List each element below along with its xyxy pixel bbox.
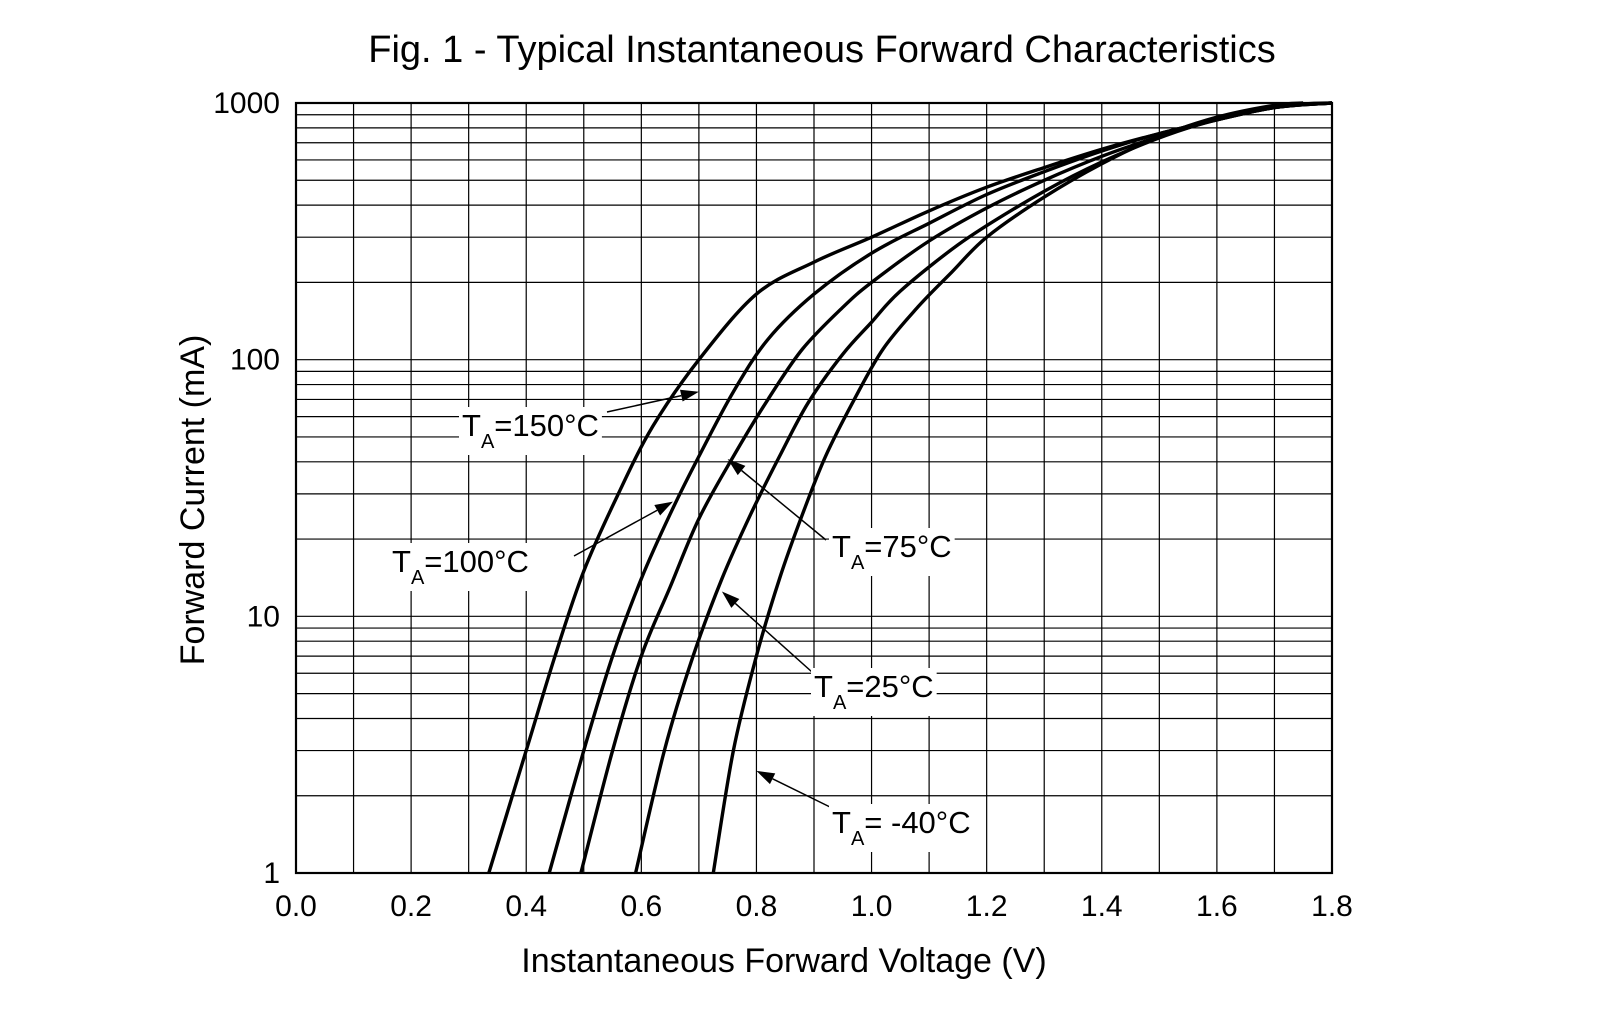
x-tick-label: 1.4 <box>1081 890 1123 923</box>
x-tick-label: 0.8 <box>736 890 778 923</box>
grid <box>296 102 1332 873</box>
y-tick-label: 1000 <box>213 87 280 120</box>
x-tick-label: 0.4 <box>505 890 547 923</box>
annotation-arrowhead <box>721 591 740 608</box>
annotation-label: TA=100°C <box>392 544 529 589</box>
annotation-label: TA=150°C <box>462 408 599 453</box>
annotation-label-background <box>829 528 955 576</box>
annotation-leader <box>573 509 658 557</box>
x-tick-label: 1.8 <box>1311 890 1353 923</box>
annotation-leader <box>734 602 813 673</box>
curves <box>487 101 1333 874</box>
y-tick-label: 1 <box>263 857 280 890</box>
x-ticks: 0.0 0.2 0.4 0.6 0.8 1.0 1.2 1.4 1.6 1.8 <box>275 890 1353 923</box>
x-tick-label: 0.6 <box>620 890 662 923</box>
annotation-label-background <box>811 668 937 716</box>
curve-series <box>579 101 1333 874</box>
curve-series <box>711 101 1304 874</box>
x-axis-label: Instantaneous Forward Voltage (V) <box>521 942 1046 980</box>
annotation-label: TA=25°C <box>814 669 934 714</box>
curve-series <box>547 101 1333 874</box>
annotation-arrowhead <box>756 770 776 785</box>
x-tick-label: 0.2 <box>390 890 432 923</box>
y-axis-label: Forward Current (mA) <box>174 335 212 666</box>
annotation-label: TA= -40°C <box>832 805 971 850</box>
curve-series <box>633 101 1333 874</box>
annotation-label-background <box>459 407 602 455</box>
annotations: TA=150°C TA=100°C TA=75°C TA=25°C TA= -40°C <box>389 389 974 852</box>
y-tick-label: 10 <box>247 600 280 633</box>
annotation-leader <box>741 469 827 541</box>
annotation-arrowhead <box>727 459 746 476</box>
annotation-arrowhead <box>680 389 699 402</box>
chart-title: Fig. 1 - Typical Instantaneous Forward C… <box>368 29 1275 71</box>
y-tick-label: 100 <box>230 344 280 377</box>
annotation-leader <box>772 778 831 808</box>
x-tick-label: 1.2 <box>966 890 1008 923</box>
annotation-label: TA=75°C <box>832 529 952 574</box>
x-tick-label: 1.6 <box>1196 890 1238 923</box>
plot-frame <box>294 101 1334 875</box>
annotation-arrowhead <box>654 501 673 516</box>
annotation-label-background <box>829 804 974 852</box>
annotation-leader <box>606 394 682 413</box>
x-tick-label: 1.0 <box>851 890 893 923</box>
annotation-label-background <box>389 543 532 591</box>
y-ticks: 1 10 100 1000 <box>213 87 280 890</box>
curve-series <box>487 101 1333 874</box>
x-tick-label: 0.0 <box>275 890 317 923</box>
